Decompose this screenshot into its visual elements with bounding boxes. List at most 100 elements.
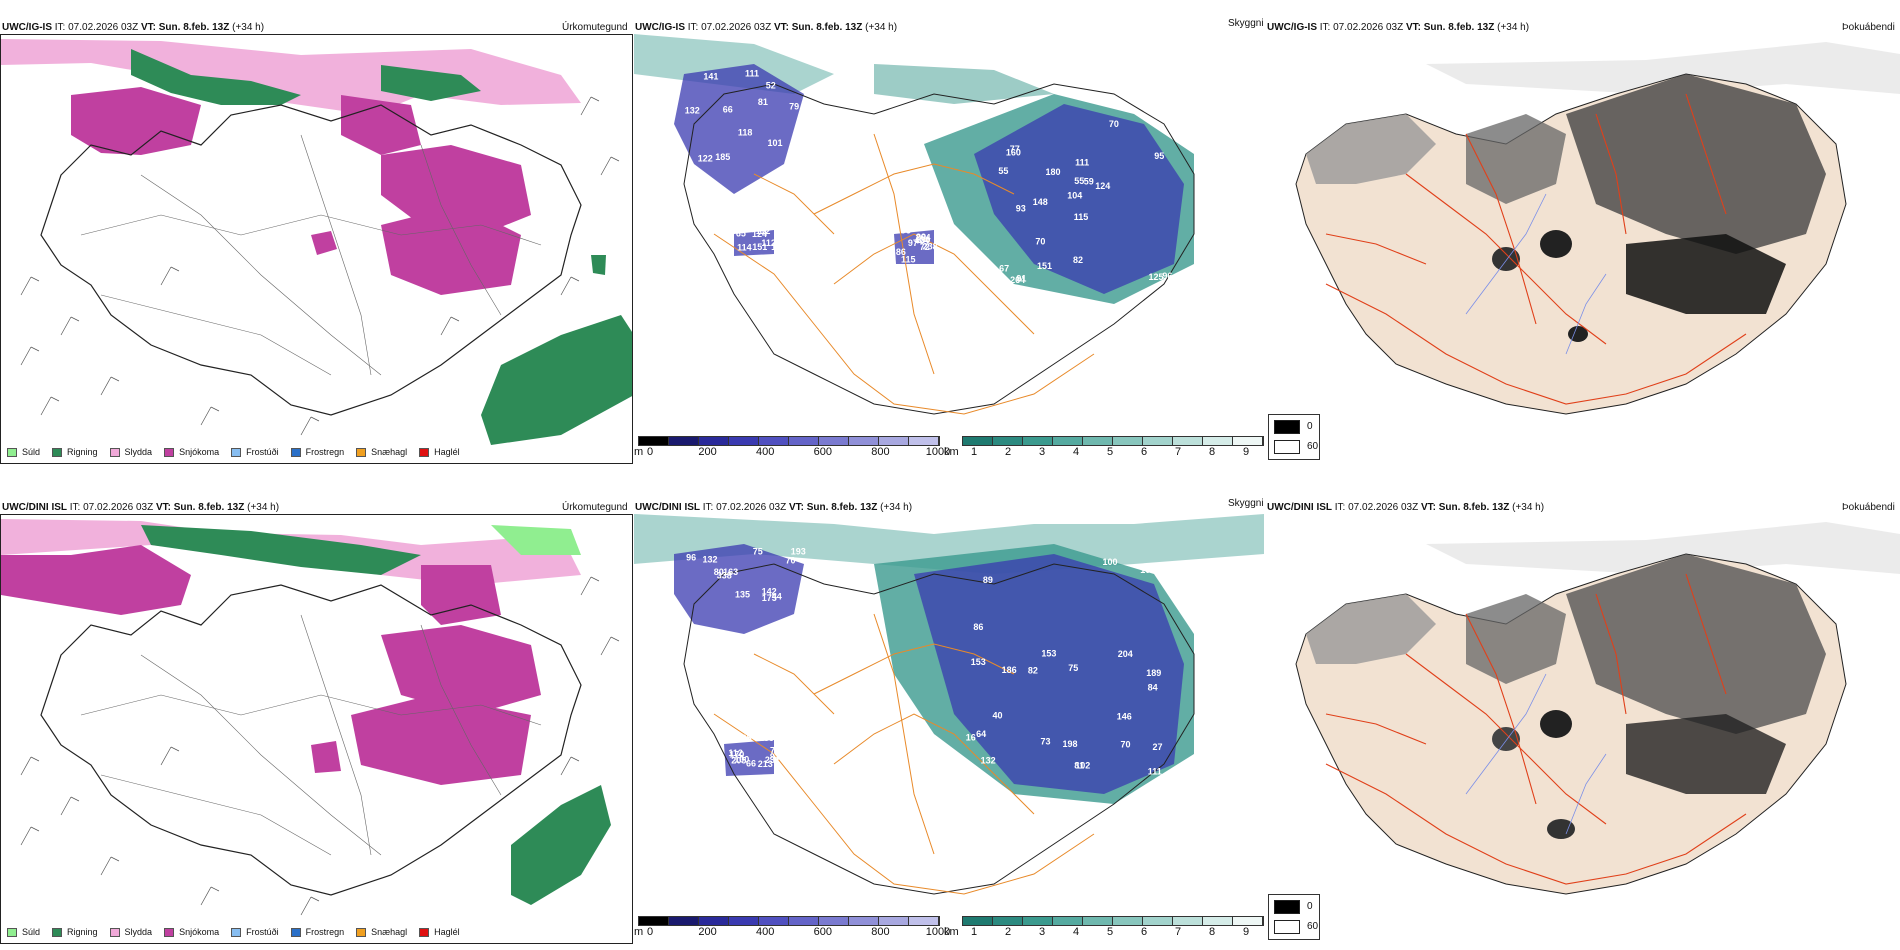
rain-area (131, 49, 301, 105)
rain-area-east (591, 255, 606, 275)
cloudbase-value-label: 104 (1067, 190, 1082, 200)
colorbar-swatch (819, 437, 849, 445)
precip-type-header: UWC/IG-IS IT: 07.02.2026 03Z VT: Sun. 8.… (2, 22, 265, 33)
cloudbase-value-label: 408 (737, 733, 752, 743)
cloudbase-value-label: 75 (1068, 663, 1078, 673)
legend-item-frostregn: Frostregn (290, 447, 344, 457)
rain-area-se (481, 315, 632, 445)
legend-item-frostudi-2: Frostúði (231, 927, 279, 937)
visibility-colorbar-swatches (962, 436, 1264, 446)
fog-key-white (1274, 440, 1300, 454)
cloudbase-value-label: 213 (758, 759, 773, 769)
colorbar-tick: 2 (1004, 926, 1012, 938)
precip-type-map: Súld Rigning Slydda Snjókoma Frostúði Fr… (0, 34, 633, 464)
fog-header-2: UWC/DINI ISL IT: 07.02.2026 03Z VT: Sun.… (1267, 502, 1545, 513)
cloudbase-value-label: 77 (1010, 144, 1020, 154)
cloudbase-value-label: 141 (703, 72, 718, 82)
cloudbase-value-label: 65 (736, 228, 746, 238)
snow-area-n-2 (421, 565, 501, 625)
legend-item-rigning-2: Rigning (52, 927, 98, 937)
legend-item-slydda-2: Slydda (109, 927, 152, 937)
colorbar-swatch (669, 917, 699, 925)
legend-item-snaehagl-2: Snæhagl (356, 927, 407, 937)
cloudbase-value-label: 27 (1153, 742, 1163, 752)
colorbar-swatch (849, 917, 879, 925)
visibility-header-2: UWC/DINI ISL IT: 07.02.2026 03Z VT: Sun.… (635, 502, 913, 513)
cloudbase-value-label: 95 (901, 226, 911, 236)
fog-key-2: 0 60 (1268, 894, 1320, 940)
visibility-labels-2: 142 189 132 408 163 70 64 135 80 102 86 112 96 27 73 78… (686, 547, 1162, 777)
colorbar-tick: 400 (756, 446, 775, 458)
colorbar-tick: 3 (1038, 446, 1046, 458)
colorbar-tick: 5 (1106, 446, 1114, 458)
colorbar-swatch (963, 917, 993, 925)
vis-blue-nw (674, 64, 804, 194)
fog-haze-top-2 (1426, 522, 1900, 574)
cloudbase-value-label: 86 (896, 247, 906, 257)
colorbar-tick: 1 (970, 446, 978, 458)
cloudbase-value-label: 135 (735, 589, 750, 599)
cloudbase-value-label: 124 (752, 229, 767, 239)
cloudbase-value-label: 231 (765, 755, 780, 765)
precip-legend: Súld Rigning Slydda Snjókoma Frostúði Fr… (7, 447, 460, 457)
cloudbase-value-label: 222 (761, 221, 776, 231)
legend-item-slydda: Slydda (109, 447, 152, 457)
legend-item-frostregn-2: Frostregn (290, 927, 344, 937)
colorbar-swatch (1113, 917, 1143, 925)
cloudbase-value-label: 115 (1074, 212, 1089, 222)
cloudbase-value-label: 86 (973, 622, 983, 632)
cloudbase-value-label: 67 (999, 264, 1009, 274)
colorbar-swatch (1083, 917, 1113, 925)
cloudbase-value-label: 100 (734, 755, 749, 765)
fog-haze-top (1426, 42, 1900, 94)
fog-gray-nw (1306, 114, 1436, 184)
colorbar-swatch (1023, 437, 1053, 445)
snow-area-center (381, 145, 531, 235)
snow-area-east (381, 205, 521, 295)
cloudbase-value-label: 186 (1002, 665, 1017, 675)
fog-rivers-2 (1465, 673, 1607, 835)
cloudbase-value-label: 112 (756, 226, 771, 236)
fog-dark-spot-3 (1568, 326, 1588, 342)
cloudbase-value-label: 84 (1148, 683, 1158, 693)
colorbar-tick: 200 (698, 446, 717, 458)
colorbar-swatch (669, 437, 699, 445)
colorbar-swatch (879, 437, 909, 445)
visibility-map-svg: 1181601151142641857059222464141969390978… (634, 34, 1195, 415)
snow-area-small (311, 231, 337, 255)
cloudbase-colorbar: m 0 200 400 600 800 1000 (634, 436, 950, 462)
visibility-title-2: Skyggni (1228, 498, 1264, 509)
fog-key-white-2 (1274, 920, 1300, 934)
colorbar-tick: 800 (871, 926, 890, 938)
cloudbase-value-label: 101 (768, 138, 783, 148)
colorbar-swatch (1173, 917, 1203, 925)
colorbar-swatch (1233, 437, 1263, 445)
cloudbase-value-label: 73 (1041, 737, 1051, 747)
colorbar-swatch (759, 917, 789, 925)
vis-blue-w (734, 230, 774, 256)
fog-dark-spot-2a (1540, 710, 1572, 738)
cloudbase-value-label: 111 (1148, 766, 1162, 776)
cloudbase-value-label: 16 (966, 733, 976, 743)
cloudbase-value-label: 338 (717, 570, 732, 580)
cloudbase-value-label: 97 (908, 238, 918, 248)
colorbar-swatch (819, 917, 849, 925)
rain-area-2 (381, 65, 481, 101)
colorbar-tick: 7 (1174, 446, 1182, 458)
cloudbase-value-label: 189 (1146, 668, 1161, 678)
colorbar-swatch (909, 437, 939, 445)
vis-roads (713, 133, 1095, 415)
cloudbase-value-label: 70 (1109, 119, 1119, 129)
visibility-header: UWC/IG-IS IT: 07.02.2026 03Z VT: Sun. 8.… (635, 22, 898, 33)
row-1: UWC/IG-IS IT: 07.02.2026 03Z VT: Sun. 8.… (0, 0, 1900, 470)
vis-roads-2 (713, 613, 1095, 895)
fog-dark-e (1626, 234, 1786, 314)
cloudbase-value-label: 122 (698, 153, 713, 163)
colorbar-swatch (789, 917, 819, 925)
cloudbase-value-label: 83 (770, 752, 780, 762)
fog-key: 0 60 (1268, 414, 1320, 460)
cloudbase-value-label: 81 (1074, 761, 1084, 771)
colorbar-swatch (699, 437, 729, 445)
cloudbase-value-label: 55 (998, 166, 1008, 176)
legend-item-hagel: Haglél (419, 447, 460, 457)
